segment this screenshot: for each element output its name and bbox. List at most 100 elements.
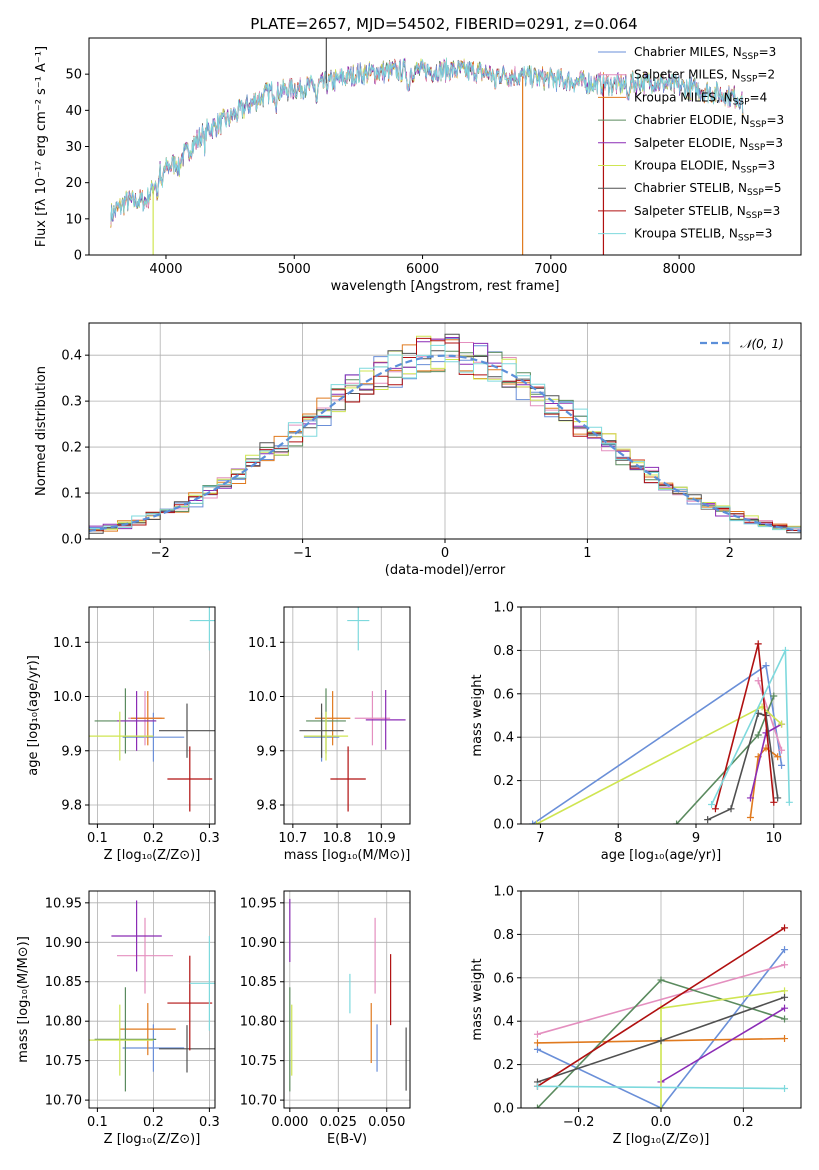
histogram-step	[89, 344, 801, 531]
spectrum-legend: Chabrier MILES, NSSP=3 Salpeter MILES, NS…	[598, 45, 784, 244]
x-tick-label: 4000	[149, 262, 182, 277]
x-tick-label: 0.3	[199, 1115, 220, 1130]
x-tick-label: 8000	[663, 262, 696, 277]
plus-marker	[774, 753, 782, 761]
y-tick-label: 0.6	[493, 687, 514, 702]
axes-frame	[283, 606, 411, 825]
y-tick-label: 10.1	[53, 636, 82, 651]
error-bar-marker	[159, 703, 215, 758]
plus-marker	[708, 800, 716, 808]
y-tick-label: 10.70	[240, 1094, 277, 1109]
y-tick-label: 10	[65, 212, 82, 227]
y-tick-label: 9.9	[61, 744, 82, 759]
y-tick-label: 10.0	[53, 690, 82, 705]
plus-marker	[533, 1082, 541, 1090]
plus-marker	[770, 798, 778, 806]
plot-area-spectrum	[110, 38, 744, 255]
frame: 7 8 9 10 0.0 0.2 0.4 0.6 0.8 1.0 age [log₁₀(age/yr…	[470, 601, 802, 863]
y-tick-label: 1.0	[493, 885, 514, 900]
plus-marker	[533, 1039, 541, 1047]
series-line	[660, 1007, 785, 1083]
y-tick-label: 20	[65, 176, 82, 191]
error-bar-marker	[167, 955, 213, 1051]
plus-marker	[529, 820, 537, 824]
y-tick-label: 0.8	[493, 644, 514, 659]
error-bar-marker	[303, 711, 349, 761]
plus-marker	[673, 820, 681, 824]
plus-marker	[778, 761, 786, 769]
x-tick-label: 0	[441, 546, 449, 561]
axes-mass-vs-Z: 0.1 0.2 0.3 10.70 10.75 10.80 10.85 10.90 10.95 Z…	[16, 890, 220, 1147]
plot-area-age-vs-Z	[89, 607, 215, 812]
x-tick-label: 0.050	[368, 1115, 405, 1130]
y-tick-label: 0.4	[493, 1015, 514, 1030]
histogram-step	[89, 335, 801, 532]
x-axis-label: Z [log₁₀(Z/Z⊙)]	[104, 1132, 201, 1147]
y-tick-label: 30	[65, 140, 82, 155]
y-tick-label: 0.0	[493, 1102, 514, 1117]
y-tick-label: 10.0	[248, 690, 277, 705]
series-line	[537, 964, 785, 1035]
plus-marker	[754, 640, 762, 648]
plus-marker	[533, 1045, 541, 1053]
y-tick-label: 0.6	[493, 971, 514, 986]
plus-marker	[762, 662, 770, 670]
plus-marker	[754, 677, 762, 685]
y-tick-label: 10.75	[45, 1054, 82, 1069]
figure-title: PLATE=2657, MJD=54502, FIBERID=0291, z=0…	[250, 15, 637, 33]
series-line	[532, 664, 783, 824]
gaussian-curve	[89, 354, 801, 532]
axes-frame	[283, 890, 411, 1109]
plot-area-weight-vs-Z	[533, 924, 789, 1108]
y-tick-label: 0.2	[493, 1058, 514, 1073]
axes-frame	[88, 606, 216, 825]
error-bar-marker	[189, 935, 215, 1031]
legend-label: Chabrier MILES, NSSP=3	[634, 45, 776, 62]
y-axis-label: Flux [fλ 10⁻¹⁷ erg cm⁻² s⁻¹ A⁻¹]	[34, 46, 49, 247]
x-tick-label: 7000	[534, 262, 567, 277]
error-bar-marker	[354, 691, 391, 746]
weight-series	[657, 987, 789, 1108]
x-tick-label: 0.1	[87, 1115, 108, 1130]
plot-area-mass-vs-EBV	[289, 898, 407, 1092]
legend-label: Salpeter STELIB, NSSP=3	[634, 204, 780, 221]
x-tick-label: −1	[293, 546, 312, 561]
plus-marker	[781, 1004, 789, 1012]
axes-frame	[88, 890, 216, 1109]
legend-label: Chabrier ELODIE, NSSP=3	[634, 113, 784, 130]
y-tick-label: 9.9	[256, 744, 277, 759]
plus-marker	[746, 813, 754, 821]
plus-marker	[781, 924, 789, 932]
x-tick-label: 5000	[278, 262, 311, 277]
x-tick-label: 6000	[406, 262, 439, 277]
y-tick-label: 50	[65, 68, 82, 83]
y-tick-label: 10.85	[240, 975, 277, 990]
legend-label: Kroupa MILES, NSSP=4	[634, 90, 767, 107]
y-tick-label: 10.80	[45, 1015, 82, 1030]
plot-area-residuals	[89, 333, 801, 534]
y-tick-label: 0.1	[61, 487, 82, 502]
y-tick-label: 40	[65, 104, 82, 119]
y-tick-label: 10.75	[240, 1054, 277, 1069]
plus-marker	[746, 794, 754, 802]
x-axis-label: Z [log₁₀(Z/Z⊙)]	[104, 848, 201, 863]
axes-weight-vs-Z: −0.2 0.0 0.2 0.0 0.2 0.4 0.6 0.8 1.0 Z [log₁₀(Z/Z…	[470, 885, 802, 1147]
plot-layer: 4000 5000 6000 7000 800001020304050wavelengt…	[16, 37, 802, 1147]
plus-marker	[657, 976, 665, 984]
x-tick-label: −0.2	[563, 1115, 595, 1130]
x-tick-label: 1	[583, 546, 591, 561]
weight-series	[708, 646, 793, 808]
error-bar-marker	[117, 917, 173, 994]
legend-label: Kroupa ELODIE, NSSP=3	[634, 159, 775, 176]
plus-marker	[781, 1015, 789, 1023]
legend-label: Salpeter ELODIE, NSSP=3	[634, 136, 783, 153]
axes-age-vs-mass: 10.7 10.8 10.9 9.8 9.9 10.0 10.1 mass [log₁₀(M/…	[248, 606, 411, 863]
axes-age-vs-Z: 0.1 0.2 0.3 9.8 9.9 10.0 10.1 Z [log₁₀(Z/Z⊙)] ag…	[26, 606, 220, 863]
plus-marker	[754, 731, 762, 739]
y-axis-label: Normed distribution	[34, 366, 49, 496]
plus-marker	[778, 720, 786, 728]
x-axis-label: E(B-V)	[327, 1132, 367, 1147]
frame: −0.2 0.0 0.2 0.0 0.2 0.4 0.6 0.8 1.0 Z [log₁₀(Z/Z…	[470, 885, 802, 1147]
x-tick-label: 10	[766, 831, 783, 846]
plus-marker	[533, 1104, 541, 1108]
